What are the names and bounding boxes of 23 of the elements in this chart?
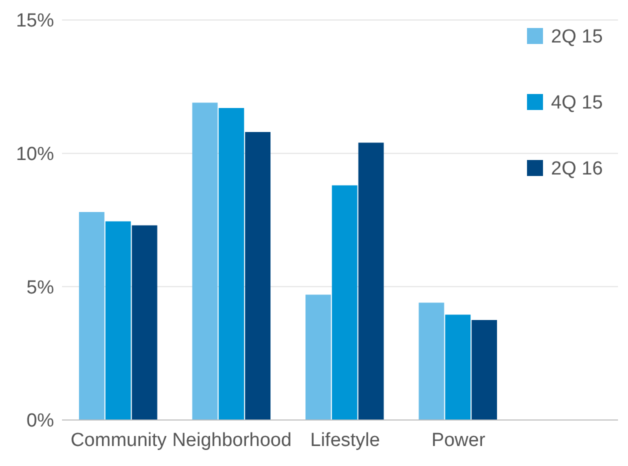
bar bbox=[218, 108, 244, 420]
x-tick-label: Power bbox=[431, 430, 486, 451]
y-tick-label: 5% bbox=[26, 277, 54, 298]
x-tick-label: Community bbox=[70, 430, 168, 451]
bar bbox=[358, 142, 384, 420]
x-tick-label: Neighborhood bbox=[172, 430, 292, 451]
bar bbox=[332, 185, 358, 420]
x-tick-label: Lifestyle bbox=[310, 430, 380, 451]
bar bbox=[105, 221, 131, 420]
bar bbox=[192, 102, 218, 420]
legend-label: 2Q 15 bbox=[551, 26, 603, 48]
bar bbox=[245, 132, 271, 420]
legend-label: 4Q 15 bbox=[551, 92, 603, 114]
legend-label: 2Q 16 bbox=[551, 158, 603, 180]
y-tick-label: 10% bbox=[16, 144, 54, 165]
bar bbox=[445, 314, 471, 420]
y-tick-label: 0% bbox=[26, 410, 54, 432]
bar bbox=[418, 302, 444, 420]
bar bbox=[305, 294, 331, 420]
bar bbox=[78, 212, 104, 420]
y-tick-label: 15% bbox=[16, 10, 54, 32]
bar bbox=[132, 225, 158, 420]
bar bbox=[472, 320, 498, 420]
